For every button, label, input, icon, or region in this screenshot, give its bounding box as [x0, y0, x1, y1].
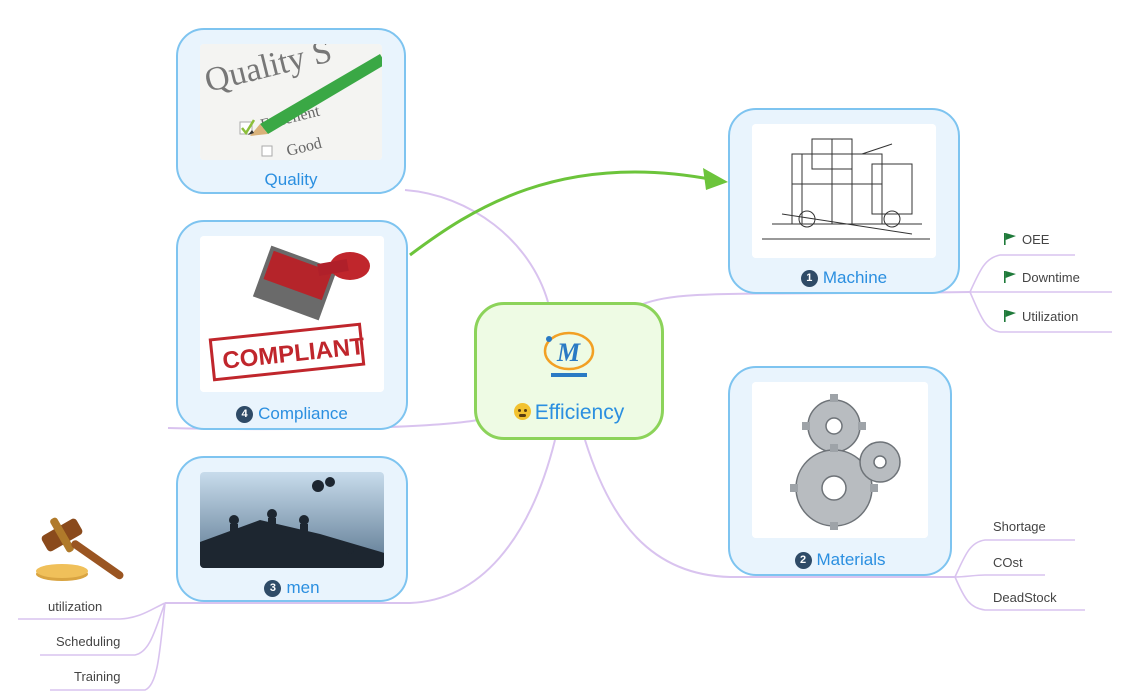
materials-label: 2 Materials — [730, 550, 950, 570]
men-image — [200, 472, 384, 568]
branch-quality — [404, 189, 549, 303]
machine-subtopic-downtime[interactable]: Downtime — [1004, 270, 1080, 285]
branch-men — [165, 439, 556, 604]
materials-image — [752, 382, 928, 538]
company-logo: M — [543, 331, 595, 377]
subtopic-label: Downtime — [1022, 270, 1080, 285]
topic-compliance[interactable]: COMPLIANT 4 Compliance — [176, 220, 408, 430]
central-topic-label: Efficiency — [477, 401, 661, 425]
branch-men-utilization — [18, 602, 166, 620]
branch-materials-deadstock — [954, 576, 1085, 611]
machine-subtopic-utilization[interactable]: Utilization — [1004, 309, 1078, 324]
green-flag-icon — [1004, 233, 1016, 245]
green-flag-icon — [1004, 310, 1016, 322]
men-subtopic-scheduling[interactable]: Scheduling — [56, 634, 120, 649]
materials-subtopic-shortage[interactable]: Shortage — [993, 519, 1046, 534]
materials-number-badge: 2 — [794, 552, 812, 569]
topic-men[interactable]: 3 men — [176, 456, 408, 602]
branch-materials — [584, 439, 955, 578]
quality-image: Quality S Excellent Good — [200, 44, 382, 160]
branch-machine-utilization — [969, 291, 1112, 333]
topic-machine[interactable]: 1 Machine — [728, 108, 960, 294]
branch-materials-cost — [954, 574, 1045, 578]
topic-quality[interactable]: Quality S Excellent Good Quality — [176, 28, 406, 194]
branch-materials-shortage — [954, 539, 1075, 578]
men-subtopic-utilization[interactable]: utilization — [48, 599, 102, 614]
men-label-text: men — [286, 578, 320, 597]
green-flag-icon — [1004, 271, 1016, 283]
materials-subtopic-deadstock[interactable]: DeadStock — [993, 590, 1057, 605]
machine-label-text: Machine — [822, 268, 888, 287]
central-topic[interactable]: M Efficiency — [474, 302, 664, 440]
topic-materials[interactable]: 2 Materials — [728, 366, 952, 576]
gavel-icon — [36, 517, 124, 581]
quality-label-text: Quality — [264, 170, 318, 189]
subtopic-label: Scheduling — [56, 634, 121, 649]
machine-image — [752, 124, 936, 258]
subtopic-label: DeadStock — [993, 590, 1057, 605]
subtopic-label: OEE — [1022, 232, 1050, 247]
machine-number-badge: 1 — [800, 270, 818, 287]
subtopic-label: Training — [74, 669, 121, 684]
subtopic-label: Utilization — [1022, 309, 1079, 324]
central-topic-text: Efficiency — [534, 401, 625, 424]
branch-machine-oee — [969, 254, 1075, 293]
men-subtopic-training[interactable]: Training — [74, 669, 120, 684]
compliance-label-text: Compliance — [258, 404, 348, 423]
branch-men-scheduling — [40, 602, 166, 656]
compliance-number-badge: 4 — [236, 406, 254, 423]
subtopic-label: utilization — [48, 599, 103, 614]
materials-subtopic-cost[interactable]: COst — [993, 555, 1023, 570]
machine-subtopic-oee[interactable]: OEE — [1004, 232, 1049, 247]
subtopic-label: Shortage — [993, 519, 1046, 534]
compliance-label: 4 Compliance — [178, 404, 406, 424]
arrow-head — [703, 168, 728, 190]
machine-label: 1 Machine — [730, 268, 958, 288]
compliance-image: COMPLIANT — [200, 236, 384, 392]
quality-label: Quality — [178, 170, 404, 190]
worried-face-icon — [513, 403, 531, 420]
svg-text:M: M — [556, 338, 581, 367]
branch-men-training — [50, 602, 166, 691]
men-number-badge: 3 — [264, 580, 282, 597]
men-label: 3 men — [178, 578, 406, 598]
relationship-arrow — [409, 170, 716, 257]
subtopic-label: COst — [993, 555, 1023, 570]
materials-label-text: Materials — [816, 550, 886, 569]
